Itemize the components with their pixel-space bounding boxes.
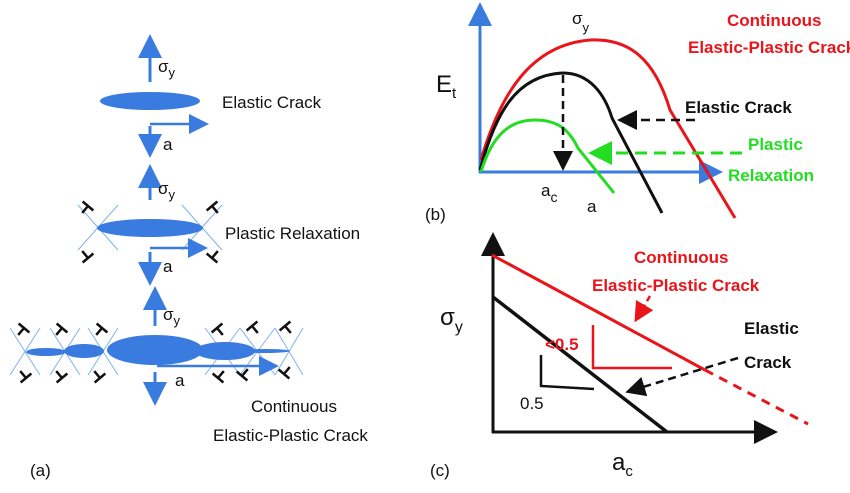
panel-a: σy Elastic Crack a σy Plastic Relaxation… <box>9 34 368 480</box>
continuous-label-line1: Continuous <box>634 248 728 267</box>
elastic-crack-label: Elastic Crack <box>685 98 792 117</box>
elastic-crack-ellipse <box>100 92 200 110</box>
stress-label: σy <box>163 305 181 328</box>
elastic-slope-triangle <box>539 355 595 391</box>
elastic-slope-label: 0.5 <box>520 394 544 413</box>
y-axis-label: σy <box>440 304 463 336</box>
panel-c: <0.5 0.5 σy ac Continuous Elastic-Plasti… <box>430 232 809 480</box>
crack-segment <box>240 349 290 353</box>
dislocation-icon <box>49 322 69 341</box>
plastic-crack-ellipse <box>97 219 203 237</box>
continuous-line <box>491 253 706 372</box>
continuous-label-line2: Elastic-Plastic Crack <box>688 38 850 57</box>
crack-segment <box>107 335 203 365</box>
continuous-label-line2: Elastic-Plastic Crack <box>213 426 368 445</box>
continuous-slope-triangle <box>591 325 672 370</box>
plastic-label-line2: Relaxation <box>728 166 814 185</box>
continuous-line-extrapolated <box>704 368 809 426</box>
elastic-label-line1: Elastic <box>744 319 799 338</box>
x-axis-label: a <box>587 197 597 216</box>
elastic-energy-curve <box>478 71 664 214</box>
elastic-crack-label: Elastic Crack <box>222 93 322 112</box>
continuous-pointer-arrow <box>634 295 654 323</box>
critical-length-label: ac <box>541 181 557 205</box>
peak-stress-label: σy <box>572 9 590 35</box>
continuous-label-line1: Continuous <box>727 11 821 30</box>
continuous-energy-curve <box>479 38 737 219</box>
stress-label: σy <box>158 57 176 80</box>
elastic-label-line2: Crack <box>744 353 792 372</box>
continuous-slope-label: <0.5 <box>545 335 579 354</box>
panel-b: σy Et ac a Continuous Elastic-Plastic Cr… <box>425 2 850 224</box>
continuous-crack-schematic: σy a Continuous Elastic-Plastic Crack <box>9 286 368 445</box>
plastic-label-line1: Plastic <box>748 135 803 154</box>
crack-length-label: a <box>163 257 173 276</box>
crack-segment <box>195 342 255 360</box>
dislocation-icon <box>278 320 298 339</box>
crack-length-label: a <box>175 371 185 390</box>
dislocation-icon <box>210 322 230 341</box>
elastic-pointer-arrow <box>625 356 739 397</box>
dislocation-icon <box>245 320 265 339</box>
dislocation-icon <box>13 365 33 384</box>
plastic-relaxation-label: Plastic Relaxation <box>225 224 360 243</box>
panel-c-label: (c) <box>430 461 450 480</box>
dislocation-icon <box>75 200 95 219</box>
dislocation-icon <box>211 365 231 384</box>
plastic-relaxation-schematic: σy Plastic Relaxation a <box>75 164 360 286</box>
x-axis-label: ac <box>612 449 633 480</box>
stress-label: σy <box>158 179 176 202</box>
crack-segment <box>26 348 66 356</box>
elastic-crack-schematic: σy Elastic Crack a <box>100 34 322 158</box>
plastic-energy-curve <box>479 118 616 194</box>
panel-a-label: (a) <box>30 461 51 480</box>
crack-length-label: a <box>163 135 173 154</box>
panel-b-label: (b) <box>425 205 446 224</box>
y-axis-label: Et <box>436 71 457 102</box>
elastic-line <box>491 295 669 434</box>
crack-segment <box>64 344 104 358</box>
continuous-label-line1: Continuous <box>251 397 337 416</box>
continuous-label-line2: Elastic-Plastic Crack <box>592 276 760 295</box>
dislocation-icon <box>205 200 225 219</box>
